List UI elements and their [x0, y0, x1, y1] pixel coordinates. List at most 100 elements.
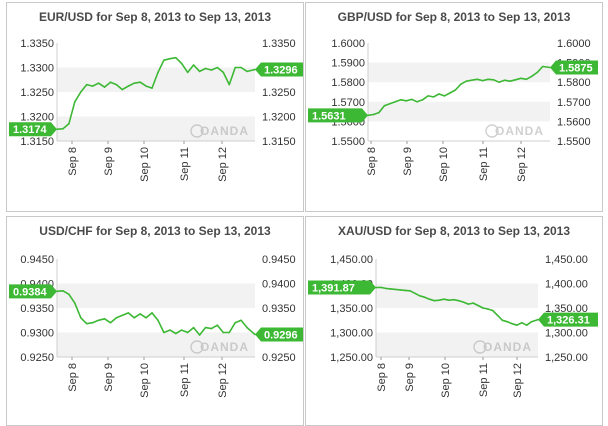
oanda-watermark: OANDA — [473, 340, 532, 354]
data-point — [481, 79, 484, 82]
data-point — [506, 320, 509, 323]
chart-title: XAU/USD for Sep 8, 2013 to Sep 13, 2013 — [337, 224, 571, 238]
x-tick-label: Sep 12 — [217, 363, 229, 398]
oanda-logo-icon — [473, 340, 487, 354]
oanda-watermark-text: OANDA — [483, 340, 532, 354]
chart-panel-gbpusd: GBP/USD for Sep 8, 2013 to Sep 13, 2013 … — [305, 2, 603, 212]
data-point — [416, 101, 418, 103]
data-point — [438, 93, 440, 95]
data-point — [222, 331, 225, 334]
data-point — [216, 66, 219, 69]
y-tick-label-right: 1.5800 — [557, 77, 591, 89]
chart-svg-gbpusd: 1.60001.60001.59001.59001.58001.58001.57… — [308, 38, 598, 182]
oanda-watermark: OANDA — [190, 340, 248, 354]
y-tick-label-right: 1,400.00 — [545, 279, 588, 291]
data-point — [477, 304, 479, 307]
data-point — [74, 101, 76, 103]
start-value-label: 1.3174 — [13, 124, 48, 136]
data-point — [454, 89, 457, 91]
y-tick-label-right: 1.5500 — [557, 136, 591, 148]
y-tick-label-right: 1,300.00 — [545, 328, 588, 340]
data-point — [427, 95, 429, 97]
x-tick-label: Sep 11 — [478, 147, 490, 181]
data-point — [525, 324, 528, 326]
chart-panel-xauusd: XAU/USD for Sep 8, 2013 to Sep 13, 2013 … — [305, 216, 603, 426]
x-tick-label: Sep 8 — [376, 363, 388, 392]
oanda-watermark-text: OANDA — [495, 124, 544, 138]
y-tick-label-left: 1.3150 — [20, 136, 54, 148]
y-tick-label-left: 1.6000 — [331, 38, 365, 50]
data-point — [421, 99, 424, 101]
x-tick-label: Sep 10 — [440, 363, 452, 398]
end-badge-shape — [550, 60, 598, 75]
x-tick-label: Sep 11 — [179, 363, 191, 397]
x-tick-label: Sep 10 — [438, 147, 450, 182]
data-point — [97, 319, 100, 322]
start-badge-shape — [308, 280, 376, 295]
y-tick-label-right: 0.9250 — [262, 352, 296, 364]
data-point — [389, 288, 392, 290]
data-point — [228, 83, 231, 86]
data-point — [115, 83, 118, 86]
y-tick-label-right: 1.3200 — [262, 112, 296, 124]
y-tick-label-right: 1.5700 — [557, 97, 591, 109]
data-point — [139, 313, 141, 315]
data-point — [498, 81, 500, 83]
start-badge-shape — [308, 108, 368, 123]
end-value-badge: 1.3296 — [255, 62, 303, 77]
data-point — [418, 294, 421, 297]
start-value-label: 1,391.87 — [312, 282, 355, 294]
data-point — [91, 321, 94, 324]
start-value-label: 0.9384 — [13, 286, 48, 298]
data-point — [62, 127, 64, 130]
data-point — [516, 324, 518, 326]
data-point — [443, 95, 446, 97]
y-tick-label-right: 1,250.00 — [545, 352, 588, 364]
grid-band — [376, 283, 538, 308]
data-point — [169, 329, 171, 331]
data-point — [509, 80, 511, 83]
grid-band — [368, 62, 550, 83]
data-point — [536, 71, 539, 74]
data-point — [222, 71, 225, 74]
data-point — [97, 82, 100, 84]
series-line — [375, 286, 539, 326]
y-tick-label-left: 1.5600 — [331, 116, 365, 128]
data-point — [472, 302, 474, 304]
data-point — [210, 69, 213, 71]
grid-band — [368, 101, 550, 122]
data-point — [457, 299, 460, 302]
data-point — [438, 299, 440, 301]
data-point — [503, 79, 506, 82]
data-point — [240, 66, 242, 69]
data-point — [216, 324, 219, 326]
end-value-label: 1,326.31 — [547, 315, 590, 327]
end-value-badge: 1.5875 — [550, 60, 598, 75]
data-point — [115, 317, 118, 319]
data-point — [465, 80, 468, 83]
data-point — [399, 99, 402, 101]
data-point — [157, 71, 159, 74]
data-point — [405, 100, 408, 102]
y-tick-label-left: 1.5700 — [331, 97, 365, 109]
chart-panel-eurusd: EUR/USD for Sep 8, 2013 to Sep 13, 2013 … — [6, 2, 304, 212]
x-tick-label: Sep 10 — [139, 363, 151, 398]
chart-title: EUR/USD for Sep 8, 2013 to Sep 13, 2013 — [38, 10, 272, 24]
oanda-logo-icon — [485, 124, 499, 138]
y-tick-label-left: 1.3250 — [20, 87, 54, 99]
y-tick-label-right: 1.3250 — [262, 87, 296, 99]
data-point — [492, 79, 495, 81]
y-tick-label-left: 0.9450 — [20, 254, 54, 266]
data-point — [491, 309, 494, 312]
data-point — [476, 78, 478, 81]
y-tick-label-right: 1.6000 — [557, 38, 591, 50]
data-point — [514, 79, 517, 81]
end-value-label: 1.5875 — [559, 63, 593, 75]
data-point — [448, 299, 450, 301]
data-point — [74, 302, 76, 304]
series-line — [56, 56, 256, 130]
data-point — [79, 317, 82, 319]
x-tick-label: Sep 9 — [103, 147, 115, 176]
data-point — [121, 88, 124, 91]
y-tick-label-left: 0.9250 — [20, 352, 54, 364]
